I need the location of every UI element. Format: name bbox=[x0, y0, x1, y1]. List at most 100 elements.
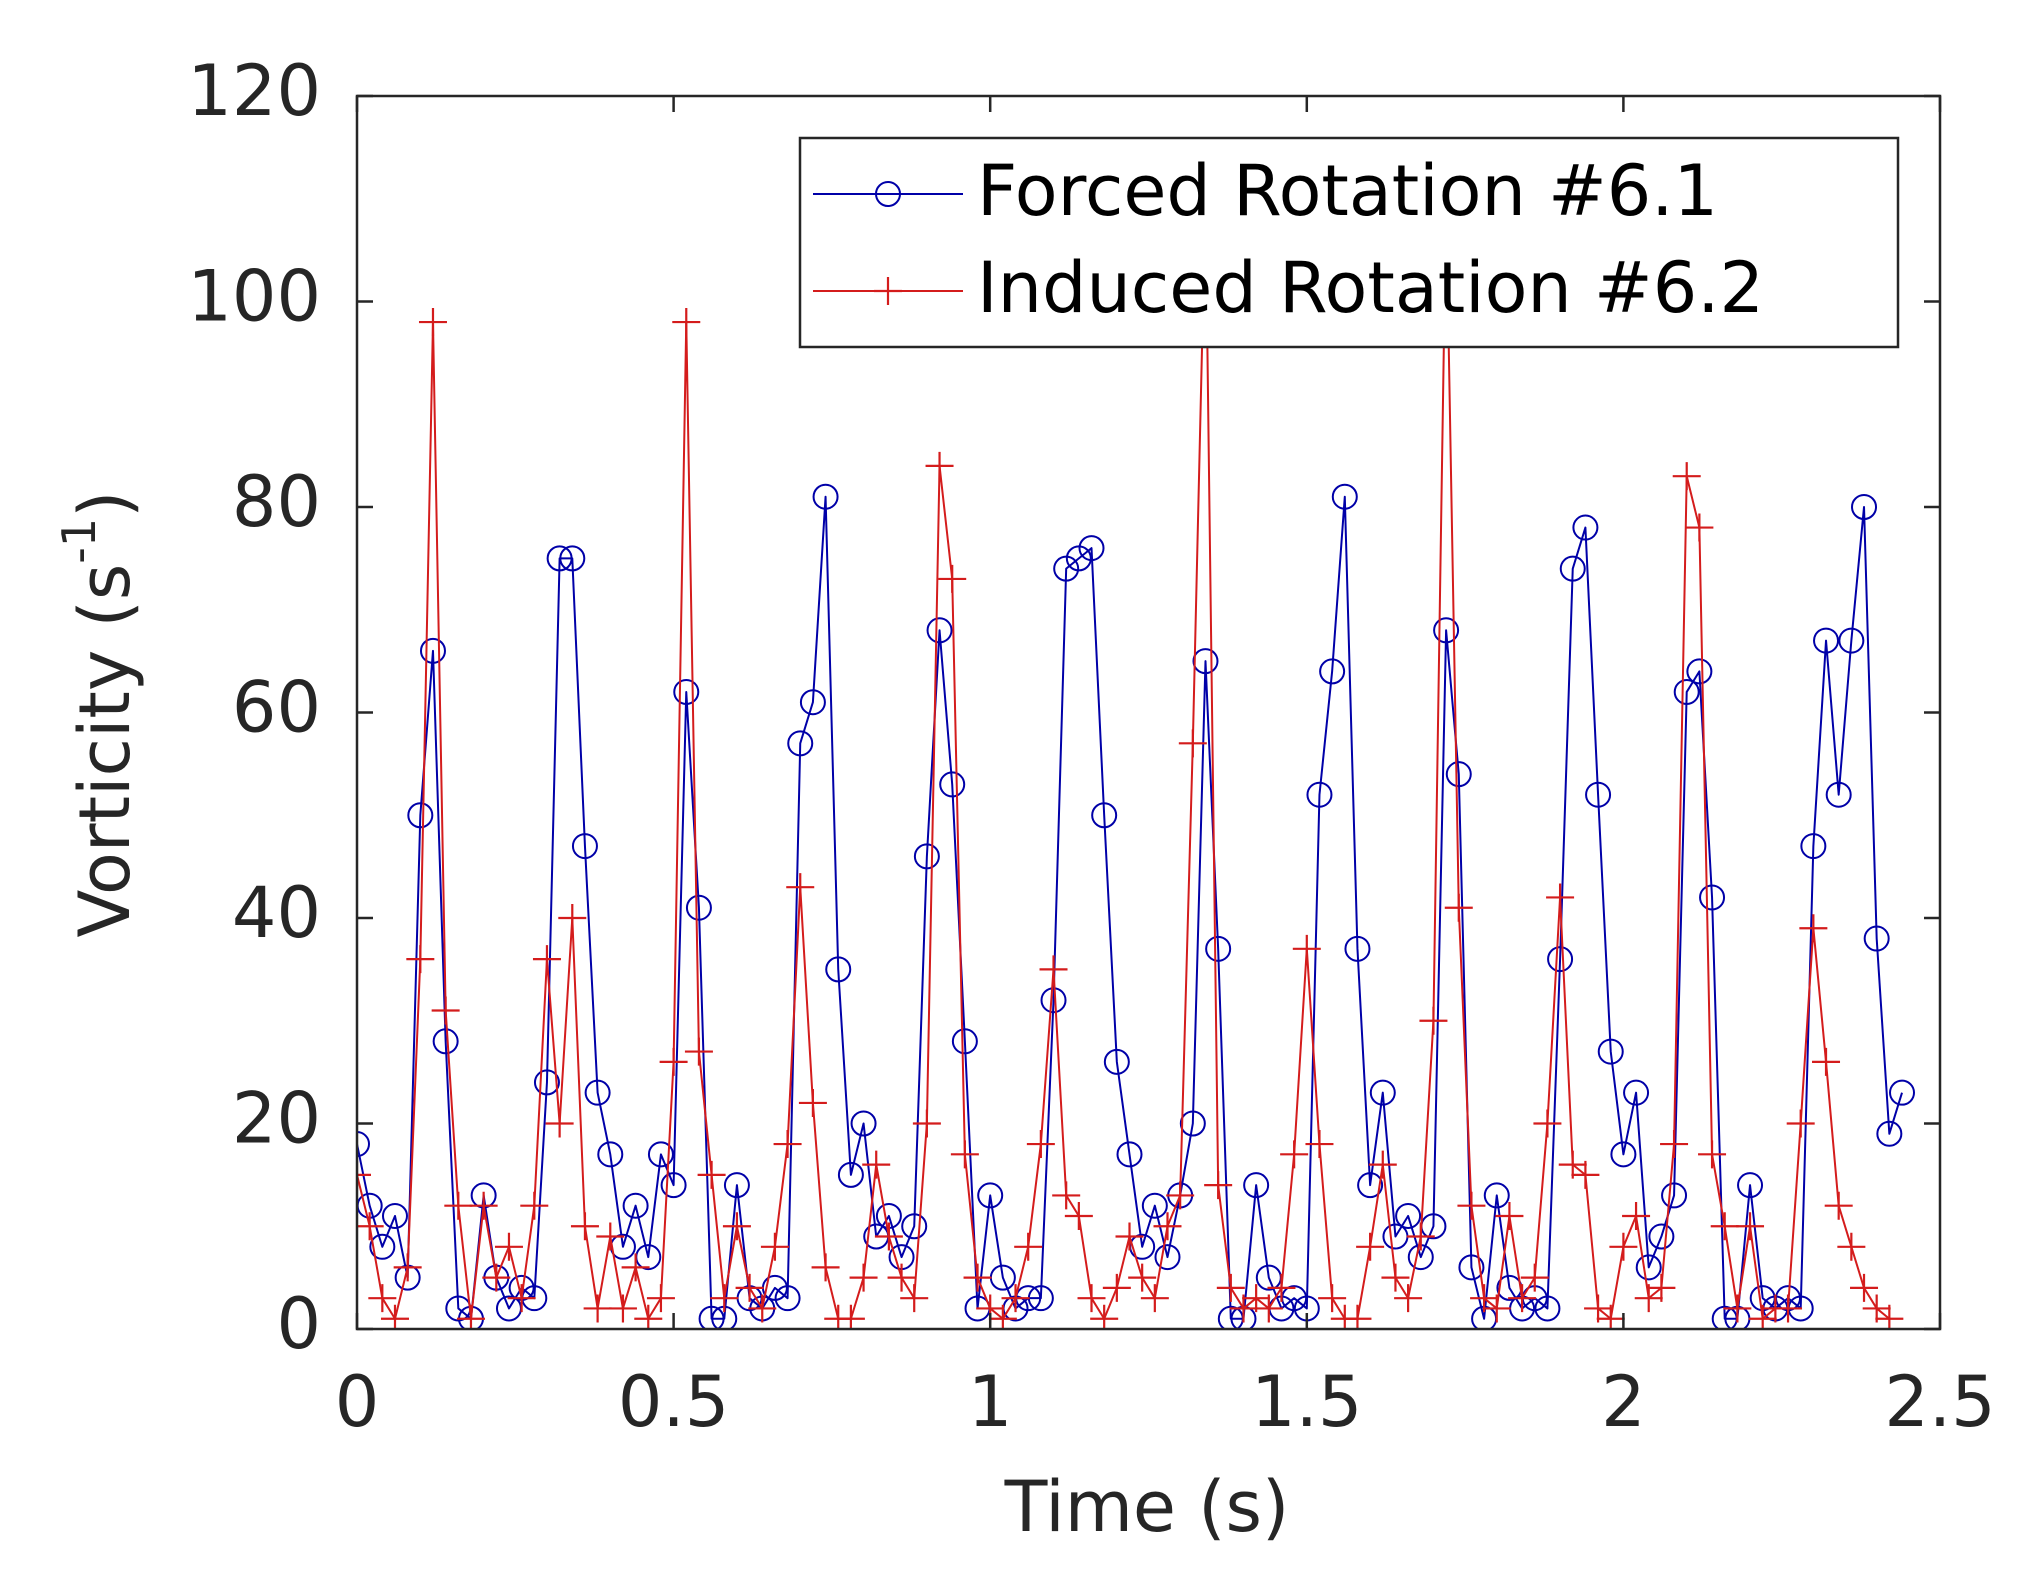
legend-marker bbox=[874, 277, 902, 305]
data-point bbox=[1661, 1182, 1688, 1209]
data-point bbox=[1774, 1294, 1803, 1323]
data-point bbox=[1863, 925, 1890, 952]
data-point bbox=[1318, 1284, 1347, 1313]
data-point bbox=[1534, 1295, 1561, 1322]
data-point bbox=[1267, 1273, 1296, 1302]
data-point bbox=[1179, 1110, 1206, 1137]
data-point bbox=[723, 1172, 750, 1199]
data-point bbox=[545, 1109, 574, 1138]
data-point bbox=[1672, 462, 1701, 491]
data-point bbox=[1306, 781, 1333, 808]
data-point bbox=[862, 1150, 891, 1179]
data-point bbox=[1077, 1284, 1106, 1313]
data-point bbox=[418, 308, 447, 337]
data-point bbox=[1141, 1192, 1168, 1219]
data-point bbox=[799, 689, 826, 716]
series-line bbox=[357, 197, 1890, 1320]
y-tick-label: 20 bbox=[232, 1078, 321, 1160]
data-point bbox=[950, 1140, 979, 1169]
data-point bbox=[773, 1130, 802, 1159]
data-point bbox=[1495, 1201, 1524, 1230]
data-point bbox=[1445, 761, 1472, 788]
data-point bbox=[1192, 648, 1219, 675]
data-point bbox=[432, 1028, 459, 1055]
x-axis-label: Time (s) bbox=[1004, 1466, 1290, 1548]
data-point bbox=[660, 1172, 687, 1199]
data-point bbox=[1483, 1182, 1510, 1209]
data-point bbox=[1786, 1109, 1815, 1138]
data-point bbox=[1737, 1172, 1764, 1199]
data-point bbox=[494, 1232, 523, 1261]
x-tick-label: 0.5 bbox=[618, 1361, 729, 1443]
data-point bbox=[1559, 555, 1586, 582]
data-point bbox=[951, 1028, 978, 1055]
data-point bbox=[850, 1110, 877, 1137]
data-point bbox=[622, 1192, 649, 1219]
data-point bbox=[1800, 833, 1827, 860]
data-point bbox=[406, 945, 435, 974]
x-tick-label: 0 bbox=[335, 1361, 380, 1443]
data-point bbox=[1014, 1232, 1043, 1261]
data-point bbox=[393, 1253, 422, 1282]
data-point bbox=[1572, 514, 1599, 541]
data-point bbox=[774, 1285, 801, 1312]
data-point bbox=[1622, 1201, 1651, 1230]
data-point bbox=[1723, 1294, 1752, 1323]
data-point bbox=[1609, 1232, 1638, 1261]
data-point bbox=[1357, 1172, 1384, 1199]
data-point bbox=[1673, 678, 1700, 705]
data-point bbox=[1685, 513, 1714, 542]
y-tick-label: 0 bbox=[276, 1283, 321, 1365]
data-point bbox=[357, 1212, 384, 1241]
data-point bbox=[1344, 935, 1371, 962]
data-point bbox=[1064, 1201, 1093, 1230]
legend-label: Forced Rotation #6.1 bbox=[977, 150, 1718, 232]
data-point bbox=[507, 1284, 536, 1313]
data-point bbox=[1799, 914, 1828, 943]
data-point bbox=[786, 873, 815, 902]
data-point bbox=[1001, 1284, 1030, 1313]
data-point bbox=[1115, 1222, 1144, 1251]
data-point bbox=[977, 1182, 1004, 1209]
data-point bbox=[1699, 884, 1726, 911]
data-point bbox=[887, 1263, 916, 1292]
data-point bbox=[431, 996, 460, 1025]
data-point bbox=[1381, 1263, 1410, 1292]
data-point bbox=[583, 1294, 612, 1323]
data-point bbox=[1635, 1254, 1662, 1281]
data-point bbox=[1508, 1284, 1537, 1313]
series-line bbox=[357, 495, 1903, 1320]
data-point bbox=[533, 1069, 560, 1096]
data-point bbox=[798, 1088, 827, 1117]
data-point bbox=[1838, 627, 1865, 654]
data-point bbox=[532, 945, 561, 974]
data-point bbox=[1078, 535, 1105, 562]
data-point bbox=[1610, 1141, 1637, 1168]
data-point bbox=[1305, 1130, 1334, 1159]
data-point bbox=[1406, 1222, 1435, 1251]
y-axis-label-main: Vorticity (s bbox=[64, 564, 146, 938]
data-point bbox=[685, 894, 712, 921]
data-point bbox=[787, 730, 814, 757]
data-point bbox=[1040, 987, 1067, 1014]
data-point bbox=[963, 1263, 992, 1292]
data-point bbox=[1331, 483, 1358, 510]
y-axis-label: Vorticity (s-1) bbox=[52, 491, 147, 938]
data-point bbox=[1395, 1202, 1422, 1229]
data-point bbox=[1482, 1294, 1511, 1323]
data-point bbox=[596, 1222, 625, 1251]
data-point bbox=[659, 1047, 688, 1076]
data-point bbox=[913, 843, 940, 870]
data-point bbox=[1686, 658, 1713, 685]
data-point bbox=[1520, 1263, 1549, 1292]
x-tick-label: 2.5 bbox=[1884, 1361, 1995, 1443]
data-point bbox=[912, 1109, 941, 1138]
data-point bbox=[1825, 781, 1852, 808]
data-point bbox=[1736, 1212, 1765, 1241]
data-point bbox=[1091, 802, 1118, 829]
x-tick-label: 2 bbox=[1601, 1361, 1646, 1443]
data-point bbox=[1292, 934, 1321, 963]
data-point bbox=[1889, 1079, 1916, 1106]
data-point bbox=[1356, 1232, 1385, 1261]
